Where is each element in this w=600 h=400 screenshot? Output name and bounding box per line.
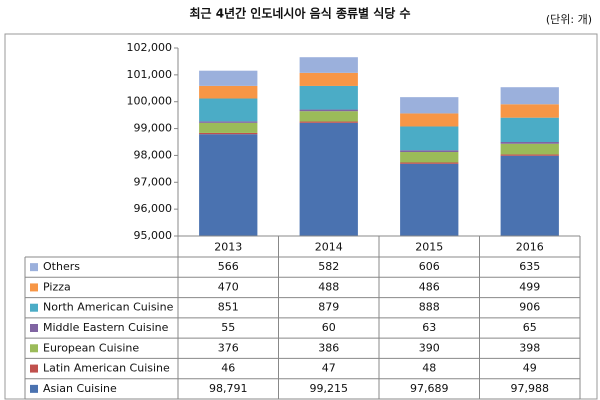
table-value: 488 bbox=[318, 280, 339, 293]
bar-segment bbox=[199, 121, 258, 123]
legend-label: Asian Cuisine bbox=[43, 382, 117, 395]
y-tick-label: 102,000 bbox=[127, 41, 173, 54]
bar-segment bbox=[400, 126, 459, 151]
legend-label: North American Cuisine bbox=[43, 301, 174, 314]
table-value: 470 bbox=[218, 280, 239, 293]
table-value: 635 bbox=[519, 260, 540, 273]
x-tick-label: 2016 bbox=[516, 241, 544, 254]
bar-segment bbox=[400, 113, 459, 127]
table-value: 582 bbox=[318, 260, 339, 273]
table-value: 99,215 bbox=[310, 382, 349, 395]
bar-segment bbox=[299, 109, 358, 112]
table-value: 98,791 bbox=[209, 382, 248, 395]
legend-label: Middle Eastern Cuisine bbox=[43, 321, 169, 334]
legend-label: Latin American Cuisine bbox=[43, 362, 170, 375]
bar-segment bbox=[299, 122, 358, 236]
legend-label: European Cuisine bbox=[43, 341, 139, 354]
y-tick-label: 100,000 bbox=[127, 95, 173, 108]
bar-segment bbox=[500, 142, 559, 144]
bar-segment bbox=[500, 155, 559, 236]
bar-segment bbox=[199, 134, 258, 236]
x-tick-label: 2014 bbox=[315, 241, 343, 254]
y-tick-label: 95,000 bbox=[134, 229, 173, 242]
table-value: 499 bbox=[519, 280, 540, 293]
bar-segment bbox=[400, 163, 459, 236]
table-value: 46 bbox=[221, 362, 235, 375]
table-value: 63 bbox=[422, 321, 436, 334]
legend-label: Pizza bbox=[43, 280, 71, 293]
table-value: 55 bbox=[221, 321, 235, 334]
bar-segment bbox=[500, 87, 559, 105]
bar-segment bbox=[500, 104, 559, 118]
bar-segment bbox=[400, 152, 459, 163]
bar-segment bbox=[299, 121, 358, 123]
legend-swatch bbox=[30, 303, 38, 312]
table-value: 566 bbox=[218, 260, 239, 273]
table-value: 49 bbox=[523, 362, 537, 375]
y-tick-label: 96,000 bbox=[134, 202, 173, 215]
bar-segment bbox=[199, 85, 258, 99]
bar-segment bbox=[299, 85, 358, 110]
x-tick-label: 2015 bbox=[415, 241, 443, 254]
legend-swatch bbox=[30, 344, 38, 353]
legend-swatch bbox=[30, 283, 38, 292]
bar-segment bbox=[199, 122, 258, 133]
bar-segment bbox=[299, 57, 358, 73]
bar-segment bbox=[400, 162, 459, 164]
bar-segment bbox=[500, 117, 559, 142]
y-tick-label: 97,000 bbox=[134, 175, 173, 188]
table-value: 398 bbox=[519, 341, 540, 354]
legend-swatch bbox=[30, 384, 38, 393]
table-value: 47 bbox=[322, 362, 336, 375]
y-tick-label: 99,000 bbox=[134, 122, 173, 135]
bar-segment bbox=[400, 97, 459, 114]
bar-segment bbox=[500, 154, 559, 156]
unit-label: (단위: 개) bbox=[546, 13, 592, 26]
bar-segment bbox=[299, 72, 358, 86]
y-tick-label: 98,000 bbox=[134, 148, 173, 161]
table-value: 97,988 bbox=[511, 382, 550, 395]
bar-segment bbox=[199, 98, 258, 122]
bar-segment bbox=[199, 70, 258, 86]
table-value: 376 bbox=[218, 341, 239, 354]
table-value: 486 bbox=[419, 280, 440, 293]
table-value: 97,689 bbox=[410, 382, 449, 395]
table-value: 879 bbox=[318, 301, 339, 314]
table-value: 888 bbox=[419, 301, 440, 314]
bar-segment bbox=[400, 150, 459, 153]
legend-swatch bbox=[30, 324, 38, 332]
legend-swatch bbox=[30, 364, 38, 373]
table-value: 60 bbox=[322, 321, 336, 334]
table-value: 606 bbox=[419, 260, 440, 273]
bar-segment bbox=[199, 132, 258, 135]
table-value: 390 bbox=[419, 341, 440, 354]
y-tick-label: 101,000 bbox=[127, 68, 173, 81]
table-value: 851 bbox=[218, 301, 239, 314]
legend-label: Others bbox=[43, 260, 80, 273]
legend-swatch bbox=[30, 263, 38, 272]
x-tick-label: 2013 bbox=[214, 241, 242, 254]
table-value: 386 bbox=[318, 341, 339, 354]
table-value: 48 bbox=[422, 362, 436, 375]
table-value: 906 bbox=[519, 301, 540, 314]
chart-title: 최근 4년간 인도네시아 음식 종류별 식당 수 bbox=[189, 6, 410, 21]
table-value: 65 bbox=[523, 321, 537, 334]
bar-segment bbox=[500, 143, 559, 155]
bar-segment bbox=[299, 111, 358, 122]
